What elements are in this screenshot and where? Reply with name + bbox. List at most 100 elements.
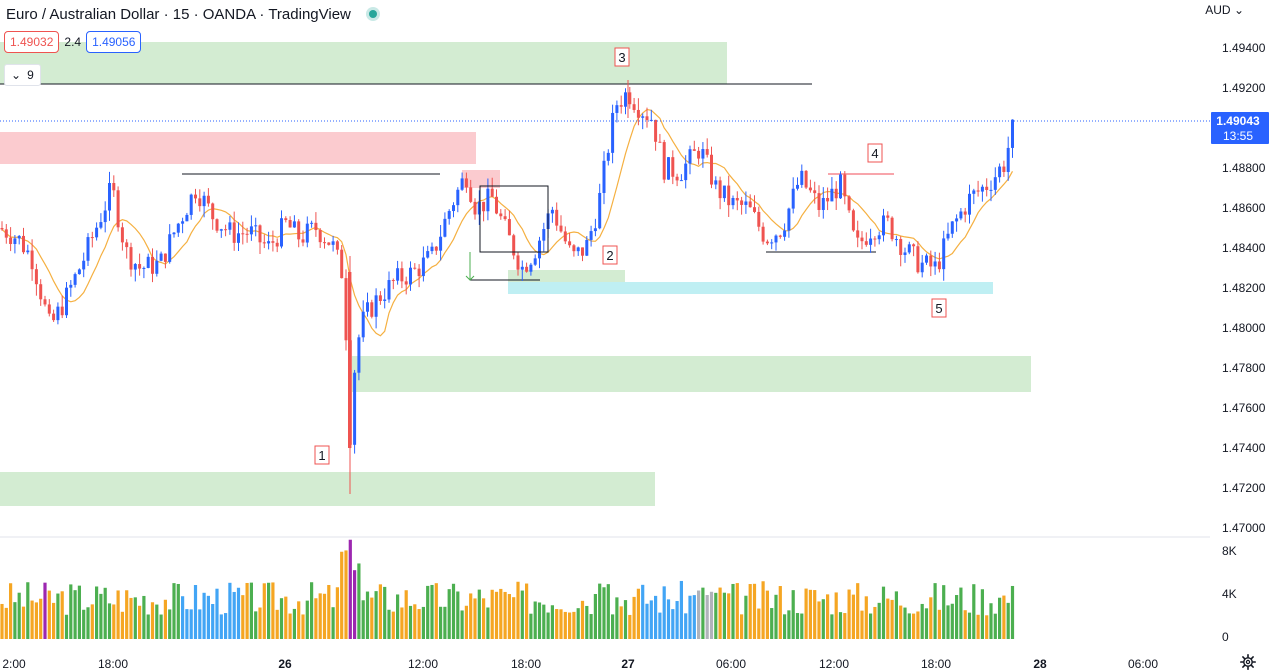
candle [310,222,314,224]
volume-bar [963,610,967,639]
marker-label: 5 [935,301,942,316]
candle [318,230,322,243]
candle [619,105,623,107]
candle [90,237,94,239]
buy-price-button[interactable]: 1.49056 [86,31,142,53]
volume-bar [361,600,365,639]
candle [602,160,606,193]
volume-bar [899,605,903,639]
candle [520,266,524,270]
candle [860,237,864,242]
candle [151,256,154,274]
candle [959,211,963,219]
volume-bar [322,593,327,639]
candle [576,247,580,252]
volume-bar [331,607,335,639]
volume-bar [421,606,425,639]
currency-selector[interactable]: AUD ⌄ [1205,3,1244,17]
candle [882,215,885,236]
candle [890,217,894,240]
volume-bar [985,615,989,639]
volume-bar [99,593,103,639]
candle [512,235,516,256]
candle [112,183,116,191]
symbol-title[interactable]: Euro / Australian Dollar · 15 · OANDA · … [6,5,351,23]
volume-bar [830,614,834,639]
candle [327,242,331,245]
volume-bar [920,603,924,639]
volume-bar [838,612,843,639]
volume-bar [90,604,94,639]
volume-bar [310,582,314,639]
volume-bar [95,586,99,639]
volume-bar [632,596,636,639]
candle [86,237,90,261]
candle [507,219,511,236]
volume-bar [60,591,64,639]
volume-bar [576,608,580,639]
pivot-marker-2: 2 [602,245,618,265]
sell-price-button[interactable]: 1.49032 [4,31,60,53]
volume-bar [262,583,266,639]
volume-bar [662,586,666,639]
candle [176,223,180,233]
horizontal-lines [0,83,894,281]
volume-bar [434,583,438,639]
volume-bar [30,600,34,639]
volume-bar [813,590,817,639]
candle [439,236,443,251]
volume-bar [254,611,258,639]
candle [813,190,817,194]
volume-bar [4,607,8,639]
gear-icon[interactable] [1240,654,1256,670]
candle [778,235,782,237]
candle [482,201,486,212]
candle [830,188,834,202]
volume-bar [507,594,511,639]
candle [516,255,520,270]
volume-bar [305,600,309,639]
candle [856,230,860,238]
candle [533,258,537,265]
volume-bar [86,607,90,639]
candle [404,281,408,285]
candle [215,219,219,231]
volume-bar [602,587,606,639]
marker-label: 4 [871,146,878,161]
volume-bar [989,603,993,639]
candle [804,170,808,188]
volume-bar [744,595,748,639]
candle [933,261,937,267]
candle [907,244,911,253]
price-tick: 1.49200 [1222,81,1266,95]
candle [430,246,434,252]
candle [202,195,206,207]
volume-bar [615,597,619,639]
candle [323,242,326,244]
candle [17,235,21,239]
candle [22,235,25,253]
candle [43,299,47,305]
candle [499,213,503,217]
candle [985,186,989,190]
candle [503,216,507,220]
volume-bar [886,598,890,639]
candle [606,152,610,161]
zone-green [0,472,655,506]
volume-bar [692,595,696,639]
candle [980,186,984,192]
volume-bar [439,606,443,639]
volume-bar [537,602,542,639]
volume-bar [56,593,60,639]
candle [0,228,4,230]
volume-tick: 8K [1222,544,1237,558]
time-axis[interactable]: 2:00 18:00 26 12:00 18:00 27 06:00 12:00 18:00 28… [2,657,1158,671]
volume-bar [224,613,228,639]
volume-bar [778,586,782,639]
candle [705,149,709,155]
price-axis[interactable]: 1.49400 1.49200 1.48800 1.48600 1.48400 1.482… [1222,41,1266,535]
candle [447,211,451,219]
volume-bar [783,614,787,639]
indicators-toggle[interactable]: ⌄ 9 [4,64,41,86]
